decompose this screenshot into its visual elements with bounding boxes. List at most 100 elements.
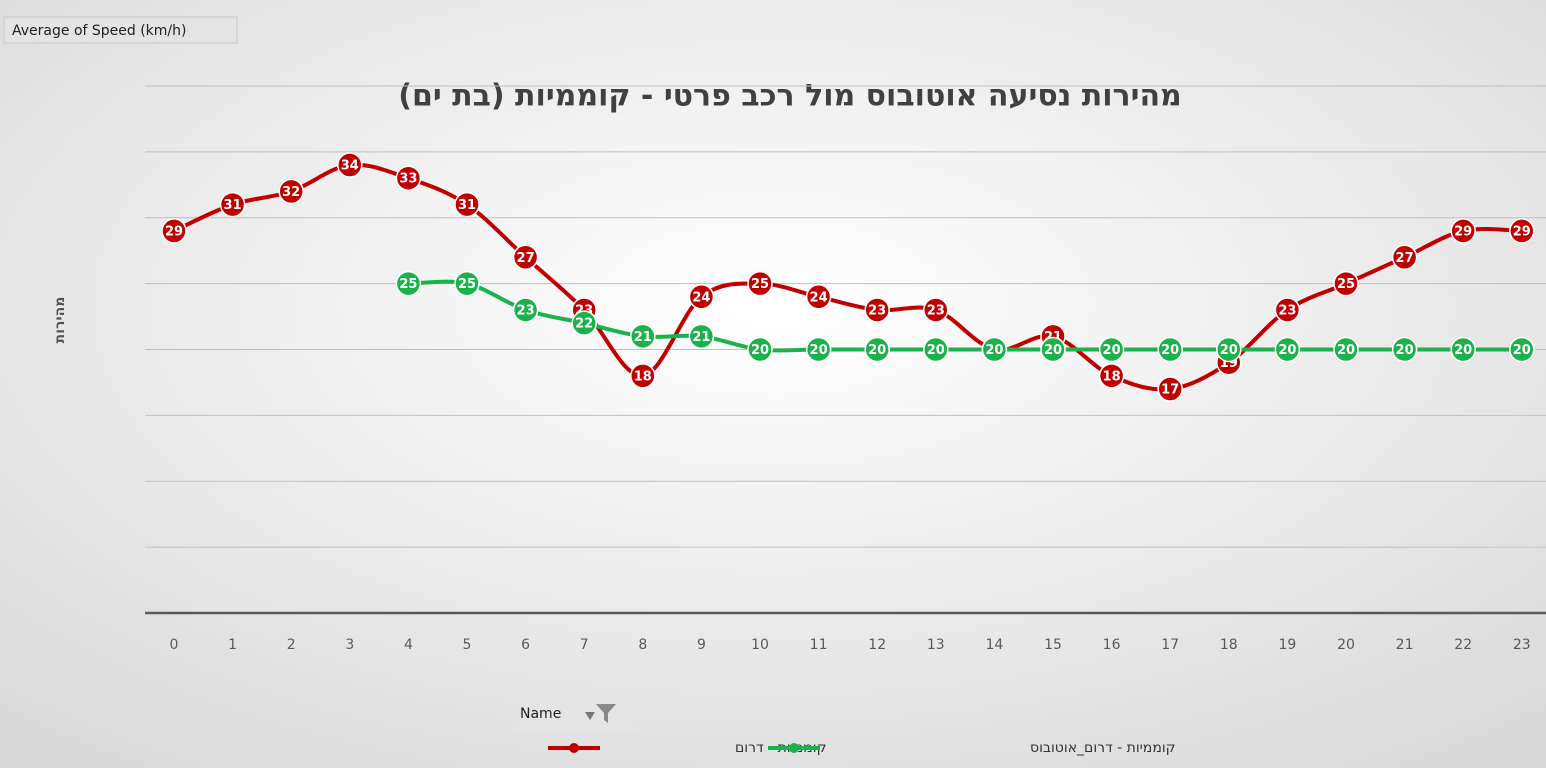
data-point (1391, 336, 1418, 363)
data-label: 29 (1454, 224, 1472, 239)
data-label: 20 (1396, 343, 1414, 358)
data-label: 22 (575, 317, 593, 332)
x-tick-label: 13 (927, 637, 945, 653)
y-axis-label: מהירות (52, 297, 68, 344)
data-label: 20 (985, 343, 1003, 358)
data-label: 20 (1454, 343, 1472, 358)
data-point (1157, 376, 1183, 402)
x-tick-label: 8 (638, 637, 647, 653)
data-label: 23 (868, 303, 886, 318)
data-label: 20 (1044, 343, 1062, 358)
data-point (1509, 218, 1535, 244)
dropdown-icon (585, 712, 595, 720)
x-tick-label: 21 (1396, 637, 1414, 653)
x-tick-label: 0 (170, 637, 179, 653)
data-label: 23 (1278, 303, 1296, 318)
data-point (1098, 363, 1125, 389)
data-point (805, 336, 832, 363)
x-tick-label: 12 (868, 637, 886, 653)
data-point (630, 363, 656, 389)
data-point (571, 310, 597, 336)
data-label: 20 (1103, 343, 1121, 358)
data-label: 29 (1513, 224, 1531, 239)
data-label: 20 (810, 343, 828, 358)
x-tick-label: 15 (1044, 637, 1062, 653)
x-tick-label: 6 (521, 637, 530, 653)
data-point (1450, 218, 1476, 244)
data-point (864, 297, 890, 323)
data-point (161, 218, 187, 244)
data-label: 25 (751, 277, 769, 292)
data-point (512, 297, 539, 323)
data-point (454, 191, 480, 218)
data-point (630, 323, 656, 350)
data-label: 17 (1161, 383, 1179, 398)
data-label: 27 (517, 251, 535, 266)
data-label: 25 (458, 277, 476, 292)
data-point (1274, 336, 1301, 363)
data-label: 24 (692, 290, 710, 305)
legend-marker (569, 743, 579, 753)
data-label: 25 (1337, 277, 1355, 292)
data-point (1040, 336, 1066, 363)
data-label: 21 (634, 330, 652, 345)
x-tick-label: 18 (1220, 637, 1238, 653)
data-point (805, 284, 832, 310)
data-label: 23 (517, 303, 535, 318)
data-label: 31 (458, 198, 476, 213)
data-point (1157, 336, 1183, 363)
data-label: 18 (1103, 369, 1121, 384)
data-label: 34 (341, 159, 359, 174)
x-tick-label: 23 (1513, 637, 1531, 653)
data-label: 18 (634, 369, 652, 384)
filter-icon (596, 704, 616, 723)
data-label: 29 (165, 224, 183, 239)
data-point (1333, 270, 1359, 297)
data-point (1274, 297, 1301, 323)
data-point (512, 244, 539, 271)
x-tick-label: 9 (697, 637, 706, 653)
data-label: 21 (692, 330, 710, 345)
data-point (278, 178, 304, 205)
x-tick-label: 5 (463, 637, 472, 653)
x-tick-label: 17 (1161, 637, 1179, 653)
data-label: 33 (399, 172, 417, 187)
data-label: 20 (1220, 343, 1238, 358)
x-tick-label: 10 (751, 637, 769, 653)
legend-label: קוממיות - דרום_אוטובוס (1030, 740, 1176, 756)
data-label: 20 (927, 343, 945, 358)
x-tick-label: 16 (1103, 637, 1121, 653)
x-tick-label: 19 (1278, 637, 1296, 653)
data-label: 27 (1396, 251, 1414, 266)
data-point (923, 297, 949, 323)
data-point (1509, 336, 1535, 363)
data-label: 20 (1513, 343, 1531, 358)
legend-marker (789, 743, 799, 753)
legend-field-button[interactable] (513, 695, 637, 731)
x-tick-label: 2 (287, 637, 296, 653)
data-label: 20 (1337, 343, 1355, 358)
field-button-label: Average of Speed (km/h) (12, 23, 186, 39)
data-label: 23 (927, 303, 945, 318)
data-label: 20 (1161, 343, 1179, 358)
data-point (864, 336, 890, 363)
data-label: 31 (224, 198, 242, 213)
x-tick-label: 22 (1454, 637, 1472, 653)
legend-title: Name (520, 706, 561, 722)
x-tick-label: 20 (1337, 637, 1355, 653)
data-point (1450, 336, 1476, 363)
data-label: 32 (282, 185, 300, 200)
x-tick-label: 7 (580, 637, 589, 653)
x-tick-label: 1 (228, 637, 237, 653)
data-point (454, 270, 480, 297)
data-point (747, 336, 773, 363)
data-point (395, 165, 422, 191)
data-point (1216, 336, 1242, 363)
x-tick-label: 14 (985, 637, 1003, 653)
data-label: 20 (751, 343, 769, 358)
data-point (337, 152, 363, 178)
data-label: 25 (399, 277, 417, 292)
field-button[interactable] (3, 16, 238, 44)
